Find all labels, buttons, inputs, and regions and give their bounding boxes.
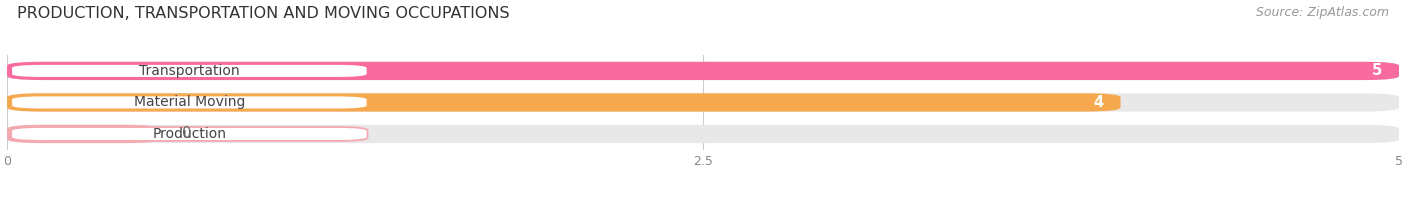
- Text: Transportation: Transportation: [139, 64, 239, 78]
- FancyBboxPatch shape: [11, 127, 367, 141]
- FancyBboxPatch shape: [7, 125, 1399, 143]
- Text: Material Moving: Material Moving: [134, 95, 245, 110]
- FancyBboxPatch shape: [11, 96, 367, 109]
- Text: 5: 5: [1372, 63, 1382, 78]
- FancyBboxPatch shape: [7, 62, 1399, 80]
- Text: Source: ZipAtlas.com: Source: ZipAtlas.com: [1256, 6, 1389, 19]
- Text: 4: 4: [1094, 95, 1104, 110]
- Text: Production: Production: [152, 127, 226, 141]
- Text: PRODUCTION, TRANSPORTATION AND MOVING OCCUPATIONS: PRODUCTION, TRANSPORTATION AND MOVING OC…: [17, 6, 509, 21]
- FancyBboxPatch shape: [7, 93, 1121, 112]
- FancyBboxPatch shape: [7, 125, 160, 143]
- FancyBboxPatch shape: [11, 64, 367, 78]
- Text: 0: 0: [183, 126, 191, 141]
- FancyBboxPatch shape: [7, 93, 1399, 112]
- FancyBboxPatch shape: [7, 62, 1399, 80]
